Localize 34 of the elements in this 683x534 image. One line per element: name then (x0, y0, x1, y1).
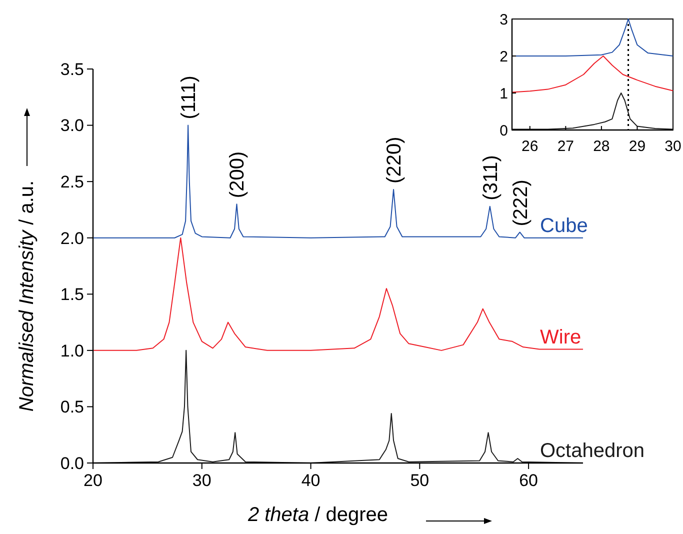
annotation: (200) (226, 151, 249, 198)
x-tick-label: 27 (557, 138, 574, 155)
y-tick-label: 3.5 (60, 60, 84, 79)
y-tick-label: 2.5 (60, 172, 84, 192)
series-label: Wire (540, 326, 582, 348)
x-tick-label: 40 (301, 471, 320, 490)
y-tick-label: 2.0 (60, 228, 84, 248)
x-tick-label: 60 (519, 471, 538, 490)
x-tick-label: 26 (522, 138, 538, 155)
annotation: (220) (384, 136, 406, 184)
x-axis-title: 2 theta / degree (246, 504, 388, 526)
x-tick-label: 20 (84, 471, 102, 490)
annotation: (111) (178, 76, 200, 120)
annotation: (222) (510, 180, 532, 226)
annotation: (311) (480, 155, 502, 200)
series-label: Cube (540, 214, 588, 237)
series-label: Octahedron (540, 440, 645, 462)
y-tick-label: 1.0 (60, 341, 84, 360)
line-series (512, 56, 674, 93)
y-tick-label: 1.5 (60, 285, 84, 304)
y-tick-label: 3 (500, 11, 508, 28)
x-tick-label: 28 (593, 138, 610, 155)
y-tick-label: 3.0 (60, 116, 84, 136)
x-tick-label: 50 (410, 471, 430, 490)
y-tick-label: 2 (500, 48, 508, 66)
x-tick-label: 29 (628, 138, 646, 155)
y-tick-label: 0.5 (60, 398, 84, 417)
x-tick-label: 30 (192, 471, 212, 490)
y-tick-label: 0.0 (60, 454, 84, 473)
x-tick-label: 30 (664, 138, 682, 155)
y-axis-title: Normalised Intensity / a.u. (16, 180, 38, 412)
y-tick-label: 0 (500, 122, 508, 140)
y-tick-label: 1 (500, 85, 508, 102)
line-series (92, 237, 584, 351)
